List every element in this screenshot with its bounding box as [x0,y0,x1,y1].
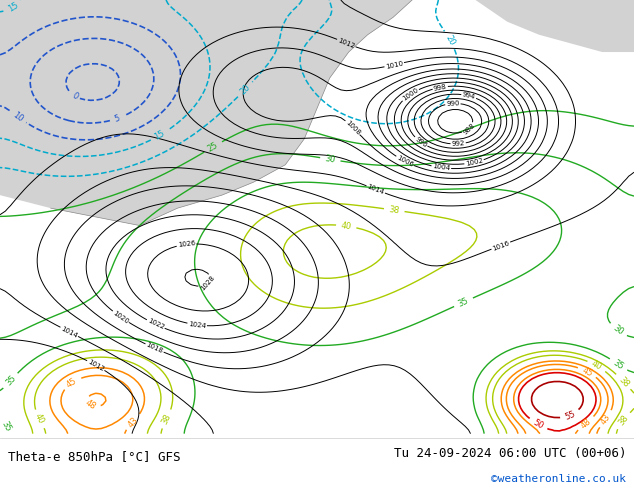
Text: 1024: 1024 [188,321,206,329]
Text: 35: 35 [0,419,13,433]
Text: 0: 0 [70,91,79,101]
Text: 1006: 1006 [396,154,414,168]
Text: 50: 50 [531,417,545,431]
Text: 1018: 1018 [145,342,164,355]
Text: 1004: 1004 [432,164,451,172]
Text: 15: 15 [153,128,167,142]
Text: 38: 38 [616,375,630,389]
Text: 990: 990 [446,100,460,107]
Text: 38: 38 [160,412,173,426]
Text: 45: 45 [65,376,79,389]
Text: 38: 38 [388,205,400,215]
Text: 35: 35 [612,358,626,371]
Text: 1012: 1012 [337,37,356,49]
Text: 1026: 1026 [178,241,196,248]
Text: ©weatheronline.co.uk: ©weatheronline.co.uk [491,474,626,484]
Text: 35: 35 [457,296,470,309]
Text: 38: 38 [616,414,630,427]
Text: 998: 998 [433,83,448,92]
Text: 996: 996 [413,136,428,148]
Text: 40: 40 [340,221,352,231]
Text: 1014: 1014 [60,325,79,339]
Text: 20: 20 [443,33,456,47]
Text: 1016: 1016 [491,240,510,251]
Text: 40: 40 [33,413,46,426]
Text: 1028: 1028 [200,275,216,292]
Text: Tu 24-09-2024 06:00 UTC (00+06): Tu 24-09-2024 06:00 UTC (00+06) [394,447,626,460]
Text: 1010: 1010 [385,60,404,70]
Text: 35: 35 [4,374,18,388]
Polygon shape [476,0,634,52]
Text: 55: 55 [564,409,577,421]
Text: 43: 43 [126,415,140,429]
Text: 40: 40 [590,359,604,372]
Text: 10: 10 [11,110,25,123]
Text: 48: 48 [84,398,98,412]
Text: 988: 988 [462,122,476,136]
Text: 45: 45 [581,365,594,378]
Text: 1000: 1000 [401,87,419,102]
Text: 48: 48 [579,416,593,430]
Text: 1008: 1008 [344,119,361,136]
Text: 992: 992 [451,141,465,147]
Text: 1022: 1022 [146,318,165,331]
Text: 30: 30 [325,154,336,165]
Text: Theta-e 850hPa [°C] GFS: Theta-e 850hPa [°C] GFS [8,450,180,463]
Text: 1002: 1002 [465,157,484,167]
Text: 43: 43 [599,412,612,426]
Text: 5: 5 [113,113,121,123]
Text: 994: 994 [462,91,476,100]
Text: 30: 30 [611,323,625,337]
Polygon shape [0,0,412,225]
Text: 20: 20 [238,82,252,96]
Text: 15: 15 [6,0,20,14]
Text: 25: 25 [206,141,220,153]
Text: 1020: 1020 [112,310,130,324]
Text: 1014: 1014 [366,183,385,196]
Text: 1012: 1012 [87,358,105,372]
